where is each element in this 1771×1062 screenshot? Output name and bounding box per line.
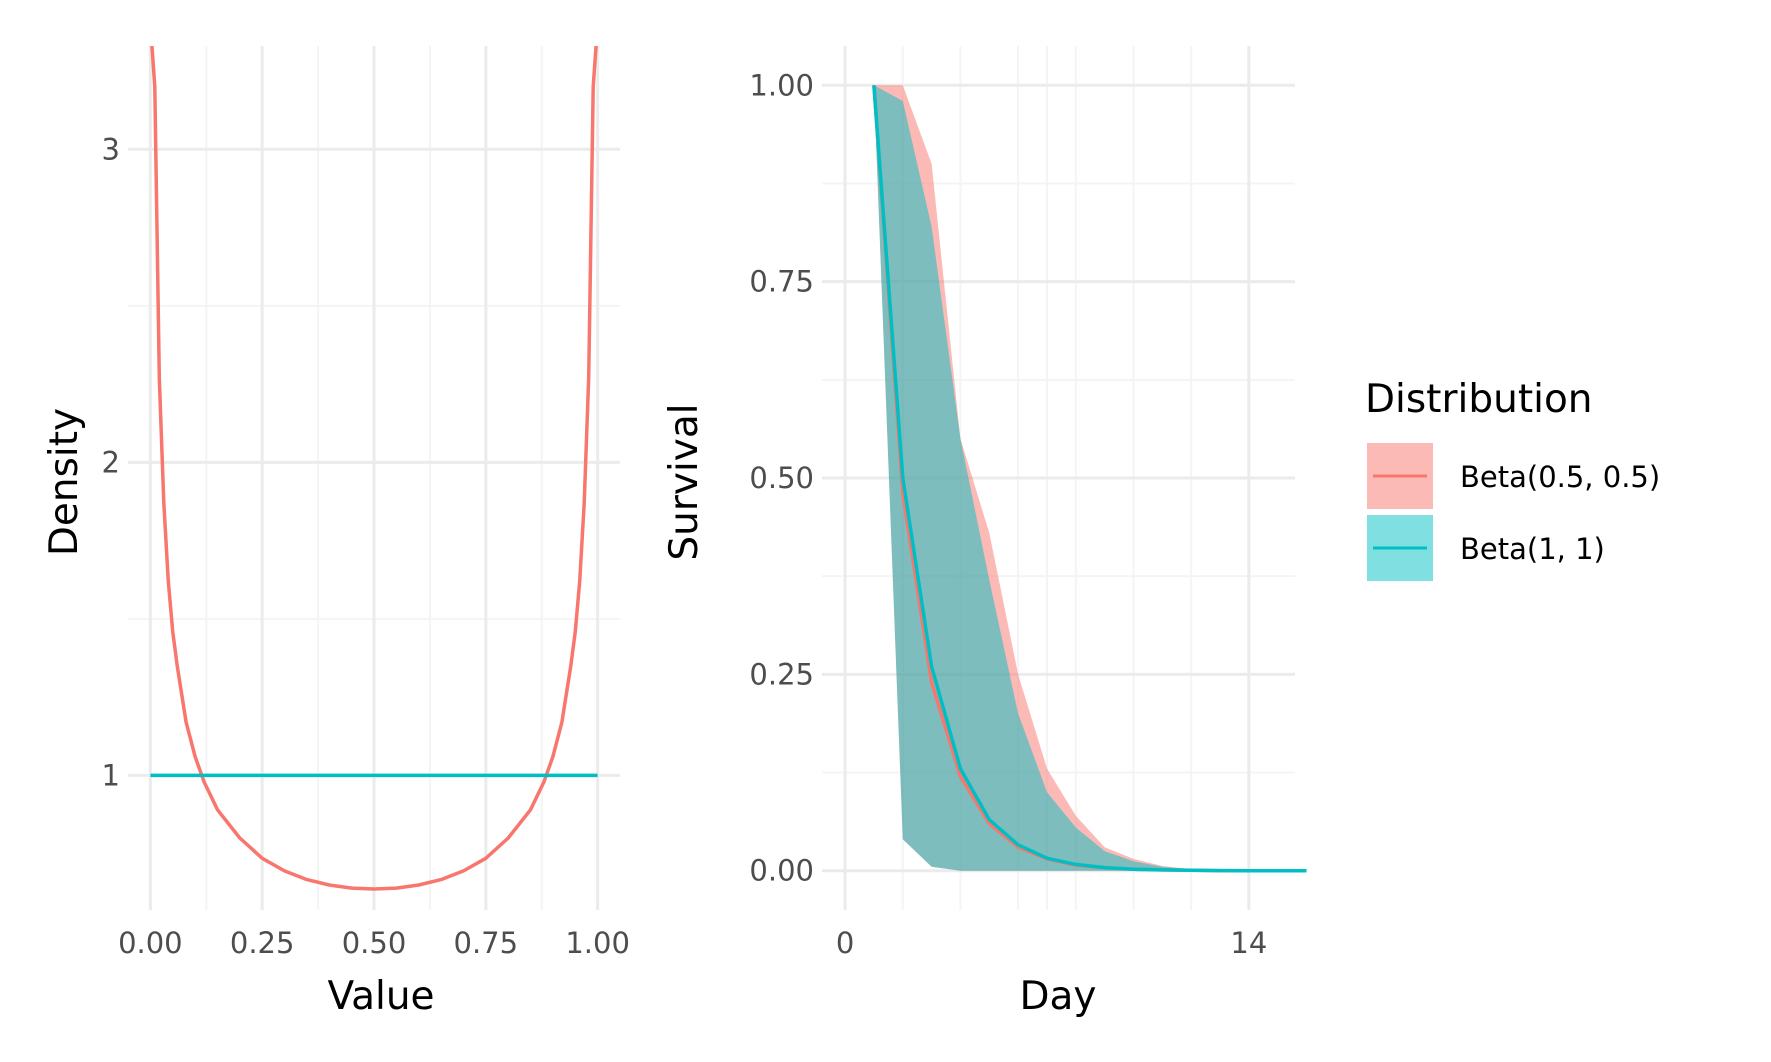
- density-panel-grid: [128, 46, 620, 910]
- survival-panel-y-ticks: 0.00 0.25 0.50 0.75 1.00: [749, 68, 814, 887]
- survival-panel-x-ticks: 0 14: [836, 926, 1267, 960]
- density-x-tick-label: 0.75: [454, 926, 519, 960]
- survival-y-axis-title: Survival: [662, 403, 707, 560]
- density-y-tick-label: 2: [102, 445, 120, 479]
- density-panel-y-ticks: 1 2 3: [102, 132, 120, 792]
- density-panel-x-ticks: 0.00 0.25 0.50 0.75 1.00: [118, 926, 630, 960]
- density-panel-lines: [150, 46, 598, 891]
- density-y-tick-label: 3: [102, 132, 120, 166]
- survival-x-axis-title: Day: [1019, 974, 1096, 1019]
- density-y-axis-title: Density: [42, 408, 87, 556]
- density-y-tick-label: 1: [102, 758, 120, 792]
- survival-x-tick-label: 14: [1230, 926, 1267, 960]
- legend-item-beta-half: Beta(0.5, 0.5): [1367, 443, 1660, 509]
- survival-y-tick-label: 1.00: [749, 68, 814, 102]
- survival-x-tick-label: 0: [836, 926, 854, 960]
- survival-y-tick-label: 0.75: [749, 265, 814, 299]
- legend-title: Distribution: [1365, 377, 1593, 422]
- density-x-axis-title: Value: [327, 974, 434, 1019]
- density-x-tick-label: 1.00: [565, 926, 630, 960]
- survival-y-tick-label: 0.00: [749, 854, 814, 888]
- survival-line-beta-1-1: [872, 85, 1307, 873]
- density-x-tick-label: 0.50: [342, 926, 407, 960]
- legend-label-beta-one: Beta(1, 1): [1460, 532, 1605, 566]
- density-x-tick-label: 0.00: [118, 926, 183, 960]
- survival-y-tick-label: 0.25: [749, 657, 814, 691]
- survival-panel-lines: [872, 85, 1307, 873]
- survival-y-tick-label: 0.50: [749, 461, 814, 495]
- density-line-beta-0-5-0-5: [150, 46, 598, 891]
- survival-ribbon-beta-1-1: [873, 85, 1307, 871]
- legend-item-beta-one: Beta(1, 1): [1367, 515, 1605, 581]
- survival-panel-ribbons: [873, 85, 1307, 871]
- density-x-tick-label: 0.25: [230, 926, 295, 960]
- legend: Distribution Beta(0.5, 0.5) Beta(1, 1): [1365, 377, 1660, 581]
- legend-label-beta-half: Beta(0.5, 0.5): [1460, 460, 1660, 494]
